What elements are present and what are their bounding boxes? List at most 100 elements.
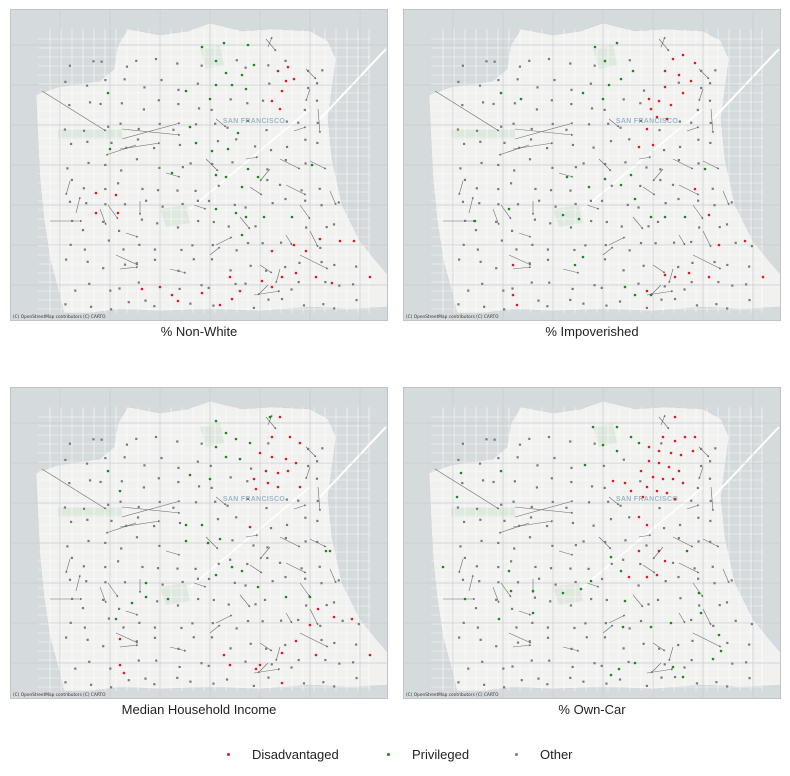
flow-arrow bbox=[468, 574, 474, 592]
privileged-point bbox=[649, 625, 653, 629]
other-point bbox=[479, 260, 482, 263]
disadvantaged-point bbox=[118, 637, 122, 641]
privileged-point bbox=[144, 595, 148, 599]
other-point bbox=[513, 547, 516, 550]
other-point bbox=[569, 440, 572, 443]
other-point bbox=[355, 643, 358, 646]
other-point bbox=[333, 641, 336, 645]
disadvantaged-point bbox=[140, 287, 144, 291]
map-attribution: (C) OpenStreetMap contributors (C) CARTO bbox=[406, 692, 499, 698]
flow-arrow bbox=[41, 90, 107, 132]
other-point bbox=[582, 540, 585, 543]
other-point bbox=[104, 581, 107, 584]
flow-arrow bbox=[285, 234, 293, 246]
other-point bbox=[520, 679, 523, 682]
flow-arrow bbox=[115, 254, 139, 266]
flow-arrow bbox=[75, 196, 81, 214]
street-network bbox=[38, 29, 370, 313]
other-point bbox=[200, 442, 203, 445]
flow-arrow bbox=[285, 184, 307, 196]
park-area bbox=[58, 129, 122, 139]
privileged-point bbox=[703, 167, 707, 171]
flow-arrow bbox=[165, 550, 181, 556]
other-point bbox=[697, 199, 700, 202]
other-point bbox=[246, 619, 250, 623]
other-point bbox=[531, 243, 534, 246]
flow-arrow bbox=[638, 534, 652, 538]
flow-arrow bbox=[508, 254, 532, 266]
other-point bbox=[246, 562, 249, 566]
other-point bbox=[70, 556, 73, 560]
other-point bbox=[143, 464, 146, 467]
other-point bbox=[197, 107, 201, 110]
other-point bbox=[628, 138, 631, 141]
disadvantaged-point bbox=[158, 285, 162, 289]
other-point bbox=[699, 447, 703, 451]
privileged-point bbox=[240, 233, 244, 237]
disadvantaged-point bbox=[657, 99, 661, 103]
other-point bbox=[619, 126, 622, 129]
other-point bbox=[254, 603, 257, 606]
other-point bbox=[117, 229, 121, 232]
other-point bbox=[463, 219, 467, 222]
other-point bbox=[513, 169, 516, 172]
other-point bbox=[605, 304, 608, 307]
privileged-points bbox=[441, 425, 723, 679]
other-point bbox=[137, 281, 140, 284]
other-point bbox=[476, 626, 479, 629]
other-point bbox=[216, 518, 220, 521]
other-point bbox=[691, 261, 694, 265]
other-point bbox=[546, 636, 550, 639]
other-point bbox=[628, 627, 631, 630]
other-point bbox=[235, 59, 238, 62]
other-point bbox=[536, 464, 539, 467]
other-point bbox=[141, 565, 144, 569]
other-point bbox=[700, 464, 703, 468]
disadvantaged-point bbox=[228, 663, 232, 667]
map-frame bbox=[10, 387, 388, 699]
disadvantaged-point bbox=[693, 187, 697, 191]
other-point bbox=[252, 544, 255, 547]
other-point bbox=[574, 580, 577, 584]
other-point bbox=[181, 580, 184, 584]
other-point bbox=[627, 660, 630, 664]
other-point bbox=[546, 524, 549, 528]
other-point bbox=[261, 99, 265, 102]
privileged-point bbox=[214, 573, 218, 577]
other-point bbox=[212, 682, 215, 685]
other-point bbox=[529, 516, 533, 519]
other-point bbox=[569, 298, 572, 302]
other-point bbox=[677, 81, 680, 84]
other-point bbox=[713, 260, 716, 264]
other-point bbox=[125, 524, 128, 527]
other-point bbox=[493, 60, 496, 63]
disadvantaged-point bbox=[314, 653, 318, 657]
other-point bbox=[104, 163, 107, 167]
other-point bbox=[510, 229, 514, 232]
other-point bbox=[135, 536, 139, 539]
other-point bbox=[690, 280, 693, 284]
privileged-point bbox=[717, 633, 721, 637]
privileged-point bbox=[166, 597, 170, 601]
map-non-white: SAN FRANCISCO (C) OpenStreetMap contribut… bbox=[10, 9, 388, 321]
other-point bbox=[639, 119, 642, 123]
privileged-point bbox=[601, 443, 605, 447]
other-point bbox=[68, 103, 71, 107]
other-point bbox=[569, 676, 572, 680]
privileged-point bbox=[583, 463, 587, 467]
other-point bbox=[229, 98, 232, 101]
other-point bbox=[748, 676, 751, 680]
other-point bbox=[516, 641, 520, 644]
other-point bbox=[69, 142, 73, 146]
other-point bbox=[302, 682, 306, 685]
other-point bbox=[177, 102, 180, 106]
other-point bbox=[546, 626, 550, 629]
other-point bbox=[461, 103, 464, 107]
other-point bbox=[481, 479, 485, 482]
other-point bbox=[718, 603, 721, 607]
other-point bbox=[513, 480, 516, 483]
other-point bbox=[63, 128, 67, 131]
other-point bbox=[64, 80, 67, 84]
flow-arrow bbox=[41, 468, 107, 510]
other-point bbox=[156, 222, 159, 225]
